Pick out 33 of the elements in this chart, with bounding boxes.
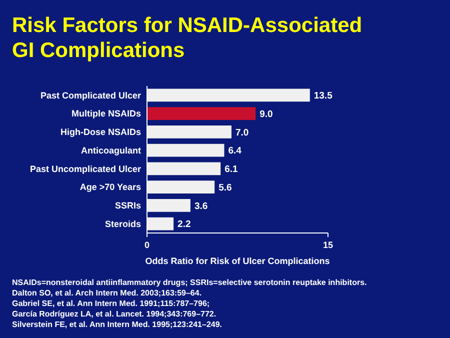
data-label: 3.6	[194, 200, 208, 212]
chart-title: Risk Factors for NSAID-Associated GI Complications	[12, 14, 362, 62]
bar	[147, 144, 224, 157]
y-tick-label: SSRIs	[114, 200, 141, 211]
bar	[147, 107, 256, 120]
text: García Rodríguez LA, et al. Lancet. 1994;343:769–772.	[12, 310, 216, 318]
data-label: 7.0	[235, 127, 249, 138]
y-tick-label: High-Dose NSAIDs	[60, 127, 141, 138]
x-tick-label: 15	[322, 240, 334, 250]
bar	[147, 217, 174, 230]
text: NSAIDs=nonsteroidal antiinflammatory drugs; SSRIs=selective serotonin reuptake inhibitors.	[12, 278, 367, 287]
data-label: 6.4	[228, 146, 242, 157]
y-tick-label: Past Uncomplicated Ulcer	[30, 164, 142, 174]
y-tick-label: Anticoagulant	[81, 145, 141, 156]
y-tick-label: Steroids	[104, 218, 141, 229]
bar	[147, 88, 310, 102]
bar	[147, 180, 215, 194]
bar	[147, 199, 190, 212]
data-label: 13.5	[314, 90, 334, 102]
y-tick-label: Age >70 Years	[80, 182, 141, 192]
text: Dalton SO, et al. Arch Intern Med. 2003;163:59–64.	[12, 288, 202, 298]
data-label: 9.0	[260, 108, 273, 120]
data-label: 6.1	[224, 164, 239, 176]
bar	[147, 126, 232, 138]
text: Gabriel SE, et al. Ann Intern Med. 1991;115:787–796;	[12, 299, 210, 308]
data-label: 2.2	[178, 219, 191, 230]
data-label: 5.6	[218, 182, 232, 194]
y-tick-label: Past Complicated Ulcer	[40, 90, 142, 100]
x-axis-title: Odds Ratio for Risk of Ulcer Complications	[145, 256, 330, 266]
text: Silverstein FE, et al. Ann Intern Med. 1995;123:241–249.	[12, 320, 222, 329]
x-tick-label: 0	[144, 240, 150, 250]
bar	[147, 162, 221, 176]
y-tick-label: Multiple NSAIDs	[71, 108, 141, 119]
